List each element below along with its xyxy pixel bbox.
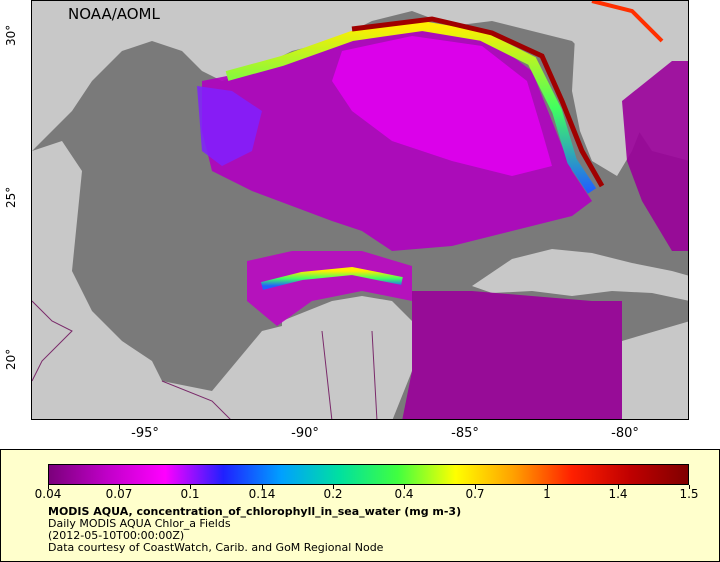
map-panel: NOAA/AOML [31,0,689,420]
country-border [32,300,378,419]
colorbar-tick-label: 0.1 [180,487,200,501]
colorbar-tick-label: 0.04 [34,487,62,501]
colorbar-tick-label: 0.4 [394,487,414,501]
colorbar-tick-mark [262,485,263,489]
lon-label-85: -85° [451,426,479,441]
colorbar-tick-label: 1.4 [608,487,628,501]
legend-panel: MODIS AQUA, concentration_of_chlorophyll… [0,449,720,562]
legend-text: MODIS AQUA, concentration_of_chlorophyll… [48,506,461,554]
chlorophyll-field-caribbean [402,291,622,419]
colorbar-tick-mark [190,485,191,489]
lat-label-25: 25° [4,186,18,208]
lat-label-30: 30° [4,24,18,46]
colorbar [48,464,689,485]
colorbar-tick-mark [119,485,120,489]
chlorophyll-field-west [197,86,262,166]
colorbar-tick-mark [404,485,405,489]
chlorophyll-coast-high [351,16,605,188]
colorbar-tick-mark [475,485,476,489]
chlorophyll-coast-band [225,20,597,194]
legend-line-3: Data courtesy of CoastWatch, Carib. and … [48,541,384,554]
colorbar-tick-label: 0.2 [323,487,343,501]
colorbar-tick-mark [48,485,49,489]
legend-title: MODIS AQUA, concentration_of_chlorophyll… [48,505,462,518]
land-us-gulf-coast [32,1,688,161]
chlorophyll-campeche-band [261,266,403,290]
colorbar-tick-mark [689,485,690,489]
chlorophyll-field-east [622,61,688,251]
chlorophyll-map [32,1,688,419]
colorbar-tick-label: 0.14 [248,487,276,501]
lon-label-80: -80° [611,426,639,441]
colorbar-tick-label: 1 [543,487,551,501]
colorbar-tick-mark [333,485,334,489]
land-caribbean [622,321,688,419]
credit-label: NOAA/AOML [68,5,160,23]
legend-line-1: Daily MODIS AQUA Chlor_a Fields [48,517,231,530]
lat-label-20: 20° [4,348,18,370]
chlorophyll-field-campeche [247,251,412,326]
colorbar-tick-label: 1.5 [679,487,699,501]
legend-line-2: (2012-05-10T00:00:00Z) [48,529,185,542]
lon-label-95: -95° [131,426,159,441]
lon-label-90: -90° [291,426,319,441]
colorbar-tick-mark [618,485,619,489]
land-cuba [472,249,688,301]
land-yucatan [282,296,412,419]
colorbar-tick-mark [547,485,548,489]
colorbar-tick-label: 0.07 [105,487,133,501]
chlorophyll-east-coast [591,1,664,43]
colorbar-tick-label: 0.7 [465,487,485,501]
chlorophyll-field-magenta [332,36,552,176]
